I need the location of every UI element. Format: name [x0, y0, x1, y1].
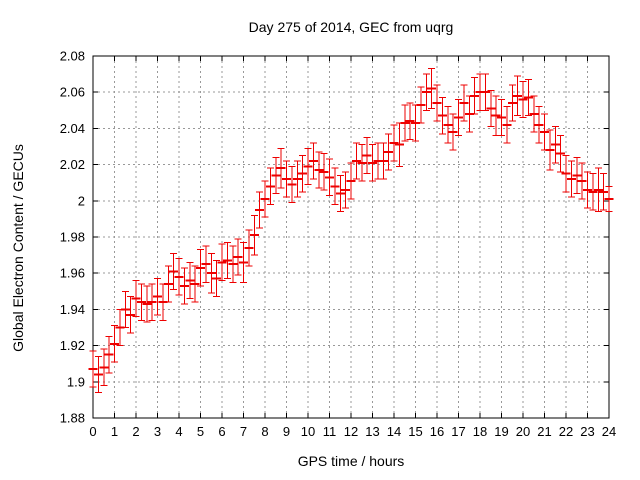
- y-tick-label: 2.06: [60, 85, 85, 100]
- x-tick-label: 8: [261, 424, 268, 439]
- x-tick-label: 16: [430, 424, 444, 439]
- y-axis-label: Global Electron Content / GECUs: [10, 144, 26, 352]
- y-tick-label: 2.02: [60, 157, 85, 172]
- x-tick-label: 5: [197, 424, 204, 439]
- y-tick-label: 2.04: [60, 121, 85, 136]
- chart-title: Day 275 of 2014, GEC from uqrg: [248, 19, 454, 35]
- x-tick-label: 6: [218, 424, 225, 439]
- x-tick-label: 9: [283, 424, 290, 439]
- x-tick-label: 24: [602, 424, 616, 439]
- x-axis-label: GPS time / hours: [297, 453, 405, 469]
- y-tick-label: 1.96: [60, 266, 85, 281]
- y-tick-label: 2: [78, 193, 85, 208]
- y-tick-label: 1.94: [60, 302, 85, 317]
- x-tick-label: 23: [580, 424, 594, 439]
- x-tick-label: 1: [111, 424, 118, 439]
- x-tick-label: 14: [387, 424, 401, 439]
- x-tick-label: 7: [240, 424, 247, 439]
- y-tick-label: 2.08: [60, 49, 85, 64]
- x-tick-label: 20: [516, 424, 530, 439]
- x-tick-label: 0: [89, 424, 96, 439]
- x-tick-label: 17: [451, 424, 465, 439]
- x-tick-label: 13: [365, 424, 379, 439]
- x-tick-label: 3: [154, 424, 161, 439]
- x-tick-label: 21: [537, 424, 551, 439]
- x-tick-label: 11: [323, 424, 337, 439]
- x-tick-label: 2: [132, 424, 139, 439]
- x-tick-label: 22: [559, 424, 573, 439]
- x-tick-label: 19: [494, 424, 508, 439]
- x-tick-label: 15: [408, 424, 422, 439]
- x-tick-label: 10: [301, 424, 315, 439]
- y-tick-label: 1.88: [60, 411, 85, 426]
- y-tick-label: 1.92: [60, 338, 85, 353]
- x-tick-label: 18: [473, 424, 487, 439]
- x-tick-label: 4: [175, 424, 182, 439]
- x-tick-label: 12: [344, 424, 358, 439]
- y-tick-label: 1.98: [60, 230, 85, 245]
- y-tick-label: 1.9: [67, 374, 85, 389]
